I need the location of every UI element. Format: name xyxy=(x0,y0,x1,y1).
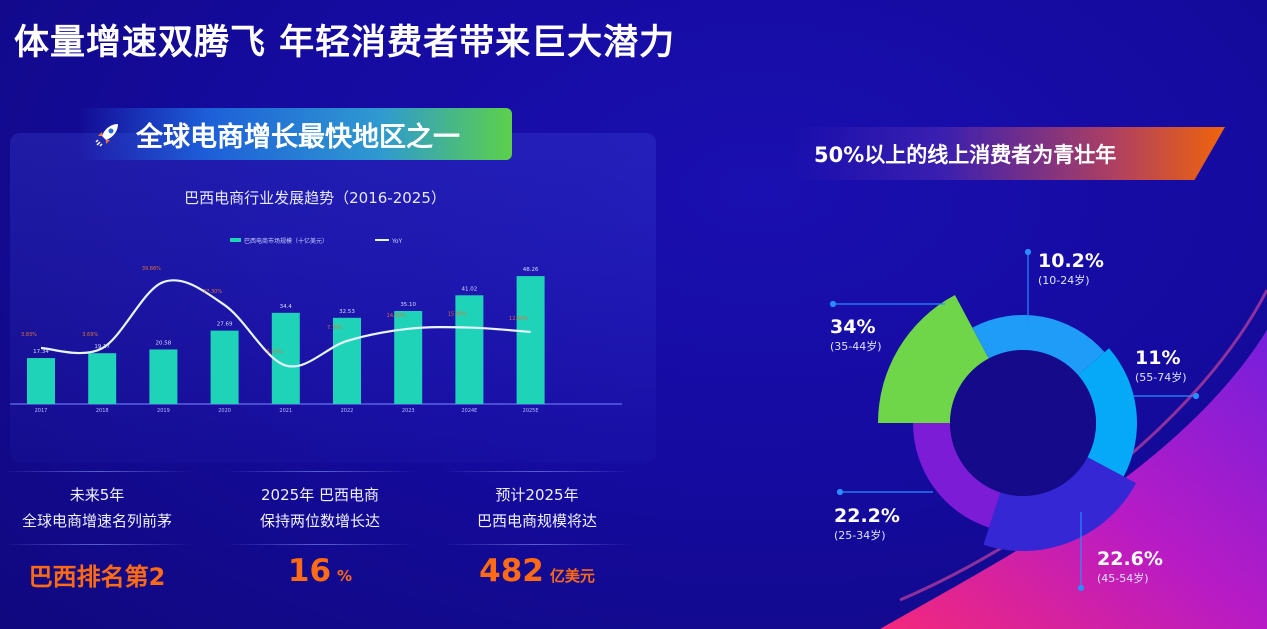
yoy-line xyxy=(40,279,531,368)
slice-age: (10-24岁) xyxy=(1038,274,1090,287)
stat-line2: 保持两位数增长达 xyxy=(259,512,380,530)
slice-label-55-74: 11% (55-74岁) xyxy=(1135,347,1187,385)
x-tick-label: 2017 xyxy=(35,408,48,414)
chart-panel xyxy=(10,133,656,463)
bar-2024E xyxy=(455,295,484,404)
bar-value-label: 41.02 xyxy=(462,286,478,292)
bar-value-label: 17.34 xyxy=(33,349,49,355)
slice-25-34 xyxy=(913,423,1001,528)
stat-line2: 全球电商增速名列前茅 xyxy=(21,512,172,530)
x-tick-label: 2019 xyxy=(157,408,170,414)
slice-55-74 xyxy=(1078,348,1137,477)
legend-bar-label: 巴西电商市场规模（十亿美元） xyxy=(244,237,328,245)
x-tick-label: 2023 xyxy=(402,408,415,414)
stat-value: 巴西排名第2 xyxy=(28,563,166,591)
slice-percent: 22.2% xyxy=(834,505,900,527)
bar-value-label: 35.10 xyxy=(400,302,416,308)
section-banner-text: 全球电商增长最快地区之一 xyxy=(136,121,460,153)
bar-2019 xyxy=(149,349,178,404)
rocket-icon xyxy=(95,124,118,147)
slice-percent: 11% xyxy=(1135,347,1181,369)
stat-line1: 预计2025年 xyxy=(495,486,579,504)
legend-bar-swatch xyxy=(230,238,241,242)
bar-2020 xyxy=(210,330,239,404)
x-tick-label: 2018 xyxy=(96,408,109,414)
yoy-value-label: 12.60% xyxy=(509,316,528,322)
slice-label-25-34: 22.2% (25-34岁) xyxy=(834,505,900,543)
section-banner-consumers: 50%以上的线上消费者为青壮年 xyxy=(790,127,1225,180)
section-banner-growth: 全球电商增长最快地区之一 xyxy=(78,108,512,160)
slice-percent: 22.6% xyxy=(1097,548,1163,570)
stat-line2: 巴西电商规模将达 xyxy=(476,512,597,530)
bar-2021 xyxy=(271,312,300,404)
stat-value: 482 亿美元 xyxy=(479,553,595,589)
slice-age: (45-54岁) xyxy=(1097,572,1149,585)
slice-percent: 34% xyxy=(830,316,876,338)
yoy-value-label: -5.75% xyxy=(265,350,283,356)
stat-value: 16% xyxy=(287,553,353,589)
slice-45-54 xyxy=(983,457,1137,551)
stat-market-size: 预计2025年 巴西电商规模将达 482 亿美元 xyxy=(427,471,647,589)
bar-line-chart: 巴西电商市场规模（十亿美元） YoY 17.34 2017 3.83% 19.17 20… xyxy=(10,237,622,414)
bar-2022 xyxy=(333,317,361,404)
page-title: 体量增速双腾飞 年轻消费者带来巨大潜力 xyxy=(14,23,676,63)
yoy-value-label: 39.86% xyxy=(142,266,161,272)
bar-2025E xyxy=(516,276,545,404)
yoy-value-label: 14.30% xyxy=(387,313,406,319)
yoy-value-label: 3.69% xyxy=(82,332,98,338)
stat-ranking: 未来5年 全球电商增速名列前茅 巴西排名第2 xyxy=(0,471,207,592)
bar-value-label: 20.58 xyxy=(156,340,172,346)
bar-value-label: 27.69 xyxy=(217,322,233,328)
slice-35-44 xyxy=(878,294,989,423)
stat-line1: 2025年 巴西电商 xyxy=(261,486,379,504)
x-tick-label: 2025E xyxy=(523,408,539,414)
slice-percent: 10.2% xyxy=(1038,250,1104,272)
slice-age: (35-44岁) xyxy=(830,340,882,353)
yoy-value-label: 3.83% xyxy=(21,332,37,338)
yoy-value-label: 27.30% xyxy=(203,289,222,295)
yoy-value-label: 15.00% xyxy=(448,312,467,318)
bar-value-label: 34.4 xyxy=(280,304,293,310)
chart-title: 巴西电商行业发展趋势（2016-2025） xyxy=(184,189,446,207)
x-tick-label: 2021 xyxy=(279,408,292,414)
section-banner-text: 50%以上的线上消费者为青壮年 xyxy=(814,142,1117,167)
yoy-value-label: 7.70% xyxy=(327,325,343,331)
slice-label-10-24: 10.2% (10-24岁) xyxy=(1038,250,1104,288)
bar-2023 xyxy=(394,310,423,404)
stat-line1: 未来5年 xyxy=(69,486,125,504)
x-tick-label: 2022 xyxy=(341,408,354,414)
stat-growth: 2025年 巴西电商 保持两位数增长达 16% xyxy=(210,471,430,589)
x-tick-label: 2024E xyxy=(461,408,477,414)
bar-value-label: 48.26 xyxy=(523,267,539,273)
bar-value-label: 19.17 xyxy=(94,344,110,350)
donut-hole xyxy=(950,350,1096,496)
slice-label-35-44: 34% (35-44岁) xyxy=(830,316,882,354)
x-tick-label: 2020 xyxy=(218,408,231,414)
bar-2018 xyxy=(88,353,117,404)
slice-age: (25-34岁) xyxy=(834,529,886,542)
slice-age: (55-74岁) xyxy=(1135,371,1187,384)
legend-line-label: YoY xyxy=(391,238,403,245)
slice-10-24 xyxy=(972,314,1105,376)
bar-2017 xyxy=(27,358,55,404)
bar-value-label: 32.53 xyxy=(339,309,355,315)
slice-label-45-54: 22.6% (45-54岁) xyxy=(1097,548,1163,586)
